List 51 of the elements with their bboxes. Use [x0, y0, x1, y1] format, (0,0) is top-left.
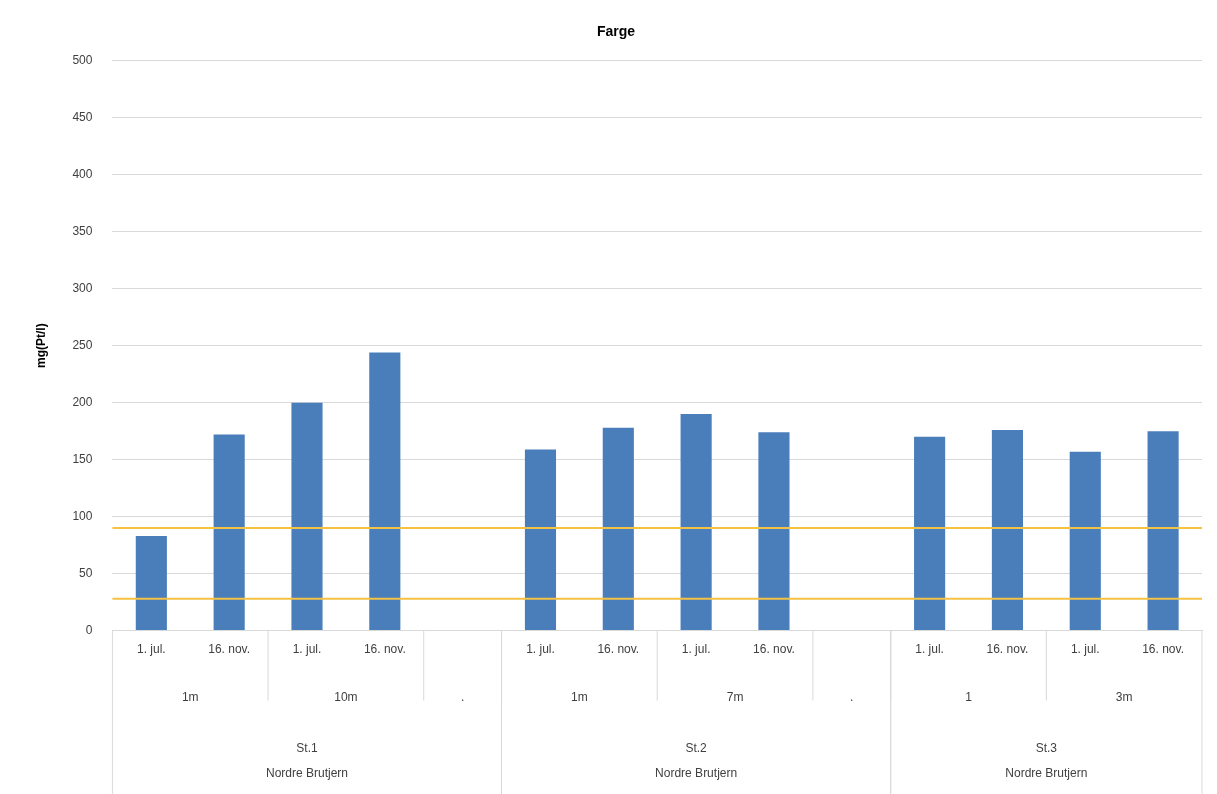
text: St.1	[296, 740, 318, 755]
x-tick-label: 16. nov.	[208, 642, 251, 657]
y-tick-label: 200	[72, 394, 93, 409]
x-tick-label: 16. nov.	[1142, 642, 1184, 657]
text: 1m	[181, 689, 199, 704]
text: .	[460, 689, 465, 704]
text: .	[850, 689, 854, 704]
y-tick-label: 450	[72, 110, 93, 125]
bar	[369, 352, 401, 631]
bar	[213, 434, 245, 631]
y-tick-label: 400	[72, 167, 93, 182]
bar	[1147, 431, 1179, 631]
text: 7m	[726, 689, 744, 704]
text: St.3	[1035, 740, 1058, 755]
text: 1m	[571, 689, 588, 704]
bar	[680, 414, 712, 631]
y-tick-label: 300	[72, 281, 93, 296]
text: 1	[965, 689, 973, 704]
text: 3m	[1115, 689, 1133, 704]
y-tick-label: 0	[85, 622, 93, 637]
x-tick-label: 16. nov.	[597, 642, 640, 657]
text: Nordre Brutjern	[655, 765, 738, 780]
x-tick-label: 1. jul.	[915, 642, 944, 657]
x-tick-label: 16. nov.	[986, 642, 1029, 657]
bar	[914, 436, 946, 631]
y-tick-label: 250	[72, 338, 93, 353]
bar	[758, 432, 790, 631]
x-tick-label: 1. jul.	[136, 642, 166, 657]
x-tick-label: 16. nov.	[753, 642, 795, 657]
text: Nordre Brutjern	[1005, 765, 1088, 780]
x-tick-label: 1. jul.	[681, 642, 711, 657]
x-tick-label: 1. jul.	[526, 642, 555, 657]
bar	[291, 402, 323, 631]
chart-title: Farge	[596, 23, 636, 40]
bar	[1069, 451, 1101, 631]
bar	[602, 427, 634, 631]
y-tick-label: 350	[72, 224, 93, 239]
y-tick-label: 150	[72, 451, 93, 466]
y-tick-label: 50	[79, 565, 93, 580]
x-tick-label: 16. nov.	[363, 642, 406, 657]
x-tick-label: 1. jul.	[1070, 642, 1100, 657]
x-tick-label: 1. jul.	[292, 642, 322, 657]
text: 10m	[334, 689, 358, 704]
y-tick-label: 100	[72, 508, 93, 523]
y-axis-title: mg(Pt/l)	[33, 323, 48, 369]
text: St.2	[685, 740, 708, 755]
bar	[135, 536, 167, 631]
text: Nordre Brutjern	[265, 765, 348, 780]
bar	[524, 449, 557, 631]
bar	[991, 430, 1023, 631]
y-tick-label: 500	[72, 53, 93, 68]
